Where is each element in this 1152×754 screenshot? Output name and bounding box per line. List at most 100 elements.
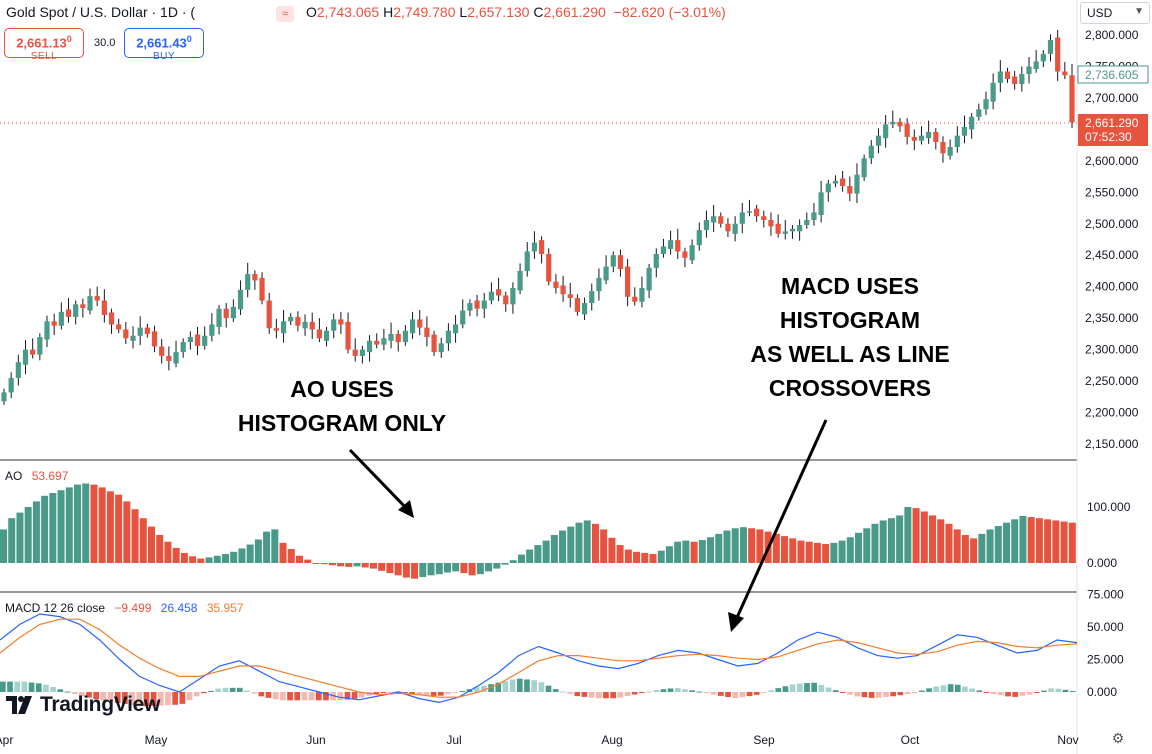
- ao-bar: [674, 541, 682, 563]
- candle-body: [252, 274, 258, 281]
- macd-hist-bar: [301, 692, 308, 701]
- candle-body: [789, 228, 796, 232]
- tradingview-logo[interactable]: TradingView: [6, 692, 160, 718]
- ao-bar: [994, 526, 1002, 563]
- macd-hist-bar: [796, 683, 803, 692]
- symbol-title[interactable]: Gold Spot / U.S. Dollar · 1D · (: [6, 4, 196, 20]
- ao-bar: [772, 533, 780, 563]
- candle-body: [30, 349, 36, 355]
- buy-price-sup: 0: [186, 34, 192, 44]
- prev-close-label-box: [1077, 65, 1149, 84]
- ao-bar: [855, 532, 863, 563]
- candle-body: [682, 251, 688, 258]
- candle-body: [739, 212, 745, 224]
- ao-bar: [73, 484, 82, 563]
- ao-bar: [238, 548, 246, 563]
- last-price-label-box: [1078, 114, 1148, 146]
- ao-bar: [123, 501, 131, 563]
- open-value: 2,743.065: [316, 4, 380, 20]
- candle-body: [954, 135, 960, 148]
- macd-hist-bar: [847, 692, 853, 695]
- ao-bar: [411, 563, 419, 579]
- ao-bar: [131, 509, 139, 563]
- macd-hist-bar: [157, 692, 164, 706]
- ao-bar: [641, 552, 649, 563]
- candle-body: [488, 291, 495, 301]
- ao-bar: [328, 563, 336, 566]
- candle-body: [754, 208, 760, 217]
- ao-bar: [98, 487, 106, 563]
- macd-hist-bar: [1041, 690, 1047, 692]
- macd-line-value: 26.458: [160, 601, 198, 615]
- ao-bar: [970, 538, 978, 563]
- macd-hist-bar: [308, 692, 315, 701]
- candle-body: [711, 216, 717, 223]
- candle-body: [1019, 74, 1025, 85]
- macd-hist-bar: [1033, 692, 1040, 693]
- ao-bar: [879, 520, 887, 563]
- candle-body: [22, 349, 29, 365]
- candle-body: [696, 230, 702, 246]
- settings-gear-icon[interactable]: ⚙: [1111, 730, 1125, 746]
- macd-hist-bar: [753, 692, 760, 695]
- candlestick-series: [1, 29, 1075, 405]
- ao-bar: [1011, 519, 1019, 563]
- ohlc-readout: ≈ O2,743.065 H2,749.780 L2,657.130 C2,661…: [276, 4, 726, 22]
- candle-body: [187, 337, 193, 343]
- macd-hist-bar: [890, 692, 896, 697]
- ao-bar: [797, 540, 805, 563]
- candle-body: [374, 340, 380, 345]
- ao-bar: [624, 549, 632, 563]
- macd-hist-bar: [229, 687, 236, 692]
- ao-bar: [805, 541, 813, 563]
- macd-hist-bar: [337, 692, 344, 701]
- ao-bar: [937, 519, 945, 563]
- candle-body: [531, 242, 538, 252]
- candle-body: [495, 289, 502, 296]
- ao-bar: [945, 523, 953, 563]
- ao-bar: [1068, 522, 1076, 563]
- macd-hist-bar: [64, 691, 71, 693]
- ao-legend[interactable]: AO 53.697: [5, 469, 68, 483]
- sell-button[interactable]: 2,661.130 SELL: [4, 28, 84, 62]
- tradingview-logo-icon: [6, 696, 32, 714]
- macd-hist-bar: [567, 692, 573, 694]
- macd-hist-bar: [272, 692, 279, 700]
- macd-hist-bar: [610, 692, 616, 699]
- ao-bar: [830, 542, 838, 563]
- candle-body: [151, 331, 158, 347]
- candle-body: [316, 329, 322, 339]
- macd-hist-bar: [509, 679, 516, 692]
- ao-bar: [961, 535, 969, 563]
- macd-hist-bar: [804, 683, 810, 692]
- macd-hist-bar: [998, 692, 1004, 696]
- macd-hist-bar: [531, 680, 537, 692]
- candle-body: [352, 349, 358, 356]
- currency-select[interactable]: USD ▼: [1080, 2, 1150, 24]
- ao-bar: [369, 563, 377, 569]
- price-tick-label: 2,600.000: [1085, 154, 1139, 168]
- macd-hist-bar: [761, 692, 767, 693]
- candle-body: [510, 287, 516, 305]
- ao-bar: [115, 494, 123, 563]
- macd-legend[interactable]: MACD 12 26 close −9.499 26.458 35.957: [5, 601, 244, 615]
- macd-histogram: [0, 678, 1076, 707]
- wave-icon[interactable]: ≈: [276, 6, 294, 22]
- macd-hist-bar: [71, 692, 78, 694]
- candle-body: [811, 212, 817, 220]
- buy-label: BUY: [152, 51, 176, 63]
- macd-hist-bar: [107, 692, 114, 702]
- candle-body: [818, 192, 824, 215]
- macd-hist-bar: [696, 691, 703, 693]
- macd-hist-bar: [588, 692, 595, 698]
- macd-hist-bar: [165, 692, 171, 706]
- ao-bar: [542, 540, 550, 563]
- ao-bar: [205, 557, 213, 563]
- candle-body: [546, 253, 552, 282]
- buy-button[interactable]: 2,661.430 BUY: [124, 28, 204, 62]
- macd-hist-bar: [962, 686, 968, 692]
- candle-body: [223, 308, 229, 319]
- candle-body: [73, 304, 79, 317]
- macd-hist-bar: [617, 692, 624, 698]
